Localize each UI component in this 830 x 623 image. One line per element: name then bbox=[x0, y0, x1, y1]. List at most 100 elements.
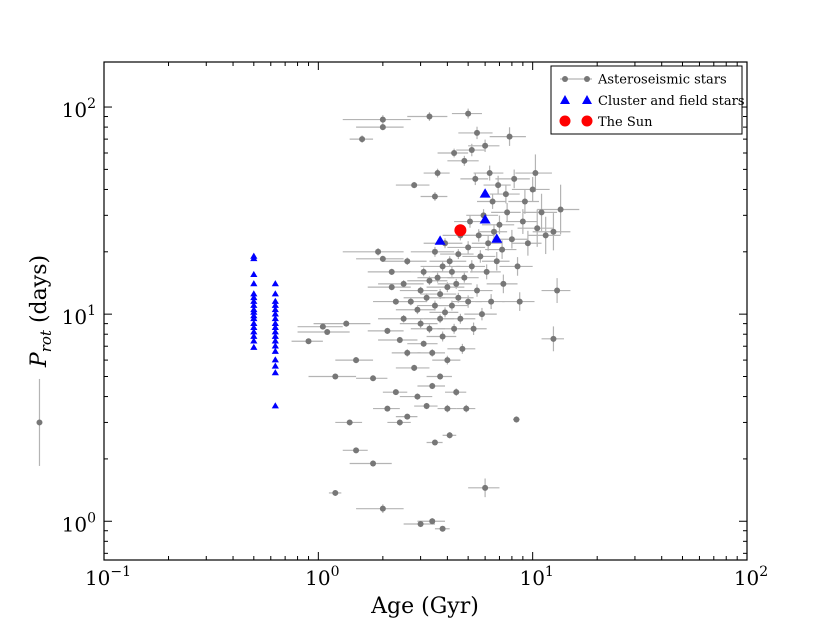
asteroseismic-point bbox=[465, 244, 472, 251]
tick-label-exponent: 2 bbox=[759, 564, 768, 580]
data-point-layer bbox=[36, 110, 564, 532]
tick-label: 100 bbox=[62, 510, 96, 536]
asteroseismic-point bbox=[513, 416, 520, 423]
cluster-star-point bbox=[250, 308, 258, 315]
asteroseismic-point bbox=[439, 333, 446, 340]
asteroseismic-point bbox=[516, 298, 523, 305]
cluster-star-point bbox=[271, 347, 279, 354]
asteroseismic-point bbox=[521, 198, 528, 205]
asteroseismic-point bbox=[353, 447, 360, 454]
asteroseismic-point bbox=[423, 294, 430, 301]
asteroseismic-point bbox=[431, 248, 438, 255]
cluster-star-point bbox=[271, 319, 279, 326]
tick-label-base: 10 bbox=[62, 98, 87, 122]
asteroseismic-point bbox=[417, 520, 424, 527]
cluster-star-point bbox=[250, 328, 258, 335]
tick-label-exponent: 1 bbox=[545, 564, 554, 580]
cluster-star-point bbox=[271, 337, 279, 344]
legend-label-asteroseismic: Asteroseismic stars bbox=[597, 73, 727, 88]
asteroseismic-point bbox=[388, 284, 395, 291]
legend-marker-sun bbox=[559, 115, 571, 127]
cluster-star-point bbox=[491, 233, 503, 243]
asteroseismic-point bbox=[477, 253, 484, 260]
asteroseismic-point bbox=[431, 193, 438, 200]
tick-label: 102 bbox=[62, 96, 96, 122]
cluster-star-point bbox=[250, 323, 258, 331]
asteroseismic-point bbox=[444, 405, 451, 412]
asteroseismic-point bbox=[444, 284, 451, 291]
asteroseismic-point bbox=[370, 460, 377, 467]
asteroseismic-point bbox=[534, 225, 541, 232]
asteroseismic-point bbox=[483, 268, 490, 275]
cluster-star-point bbox=[250, 293, 258, 301]
asteroseismic-point bbox=[414, 306, 421, 313]
tick-label: 101 bbox=[519, 564, 553, 590]
asteroseismic-point bbox=[529, 186, 536, 193]
cluster-star-point bbox=[250, 301, 258, 308]
asteroseismic-point bbox=[468, 147, 475, 154]
tick-label-exponent: 1 bbox=[87, 303, 96, 319]
asteroseismic-point bbox=[417, 287, 424, 294]
asteroseismic-point bbox=[396, 337, 403, 344]
tick-label: 100 bbox=[305, 564, 339, 590]
asteroseismic-point bbox=[496, 221, 503, 228]
asteroseismic-point bbox=[400, 315, 407, 322]
tick-label-exponent: −1 bbox=[110, 564, 131, 580]
asteroseismic-point bbox=[448, 268, 455, 275]
asteroseismic-point bbox=[502, 191, 509, 198]
asteroseismic-point bbox=[407, 298, 414, 305]
asteroseismic-point bbox=[461, 274, 468, 281]
asteroseismic-point bbox=[499, 246, 506, 253]
tick-label-base: 10 bbox=[62, 305, 87, 329]
asteroseismic-point bbox=[404, 258, 411, 265]
asteroseismic-point bbox=[463, 405, 470, 412]
y-axis-label-subscript: rot bbox=[37, 329, 55, 352]
asteroseismic-point bbox=[431, 439, 438, 446]
asteroseismic-point bbox=[319, 323, 326, 330]
asteroseismic-point bbox=[532, 170, 539, 177]
cluster-star-point bbox=[271, 297, 279, 304]
cluster-star-point bbox=[250, 297, 258, 304]
asteroseismic-point bbox=[442, 309, 449, 316]
asteroseismic-point bbox=[474, 129, 481, 136]
asteroseismic-point bbox=[434, 170, 441, 177]
asteroseismic-point bbox=[489, 198, 496, 205]
legend-item-cluster: Cluster and field stars bbox=[560, 94, 745, 109]
asteroseismic-point bbox=[451, 149, 458, 156]
asteroseismic-point bbox=[493, 258, 500, 265]
asteroseismic-point bbox=[370, 375, 377, 382]
cluster-star-point bbox=[271, 328, 279, 335]
tick-label-base: 10 bbox=[519, 566, 544, 590]
cluster-star-point bbox=[271, 301, 279, 308]
asteroseismic-point bbox=[461, 157, 468, 164]
asteroseismic-point bbox=[439, 263, 446, 270]
tick-label-base: 10 bbox=[734, 566, 759, 590]
asteroseismic-point bbox=[388, 268, 395, 275]
cluster-star-point bbox=[250, 314, 258, 322]
asteroseismic-point bbox=[411, 182, 418, 189]
cluster-star-point bbox=[271, 362, 279, 369]
asteroseismic-point bbox=[550, 335, 557, 342]
asteroseismic-point bbox=[332, 489, 339, 496]
asteroseismic-point bbox=[490, 228, 497, 235]
cluster-star-point bbox=[271, 280, 279, 287]
asteroseismic-point bbox=[455, 294, 462, 301]
y-axis-label: Prot (days) bbox=[27, 255, 55, 368]
asteroseismic-point bbox=[414, 393, 421, 400]
asteroseismic-point bbox=[437, 291, 444, 298]
asteroseismic-point bbox=[404, 349, 411, 356]
asteroseismic-point bbox=[437, 315, 444, 322]
asteroseismic-point bbox=[359, 136, 366, 143]
tick-label-exponent: 0 bbox=[87, 510, 96, 526]
asteroseismic-point bbox=[446, 258, 453, 265]
asteroseismic-point bbox=[420, 340, 427, 347]
cluster-star-point bbox=[271, 342, 279, 349]
asteroseismic-point bbox=[36, 419, 43, 426]
asteroseismic-point bbox=[519, 218, 526, 225]
asteroseismic-point bbox=[524, 240, 531, 247]
cluster-star-point bbox=[271, 314, 279, 322]
asteroseismic-point bbox=[400, 280, 407, 287]
y-axis-label-symbol: P bbox=[27, 351, 52, 368]
asteroseismic-point bbox=[557, 206, 564, 213]
